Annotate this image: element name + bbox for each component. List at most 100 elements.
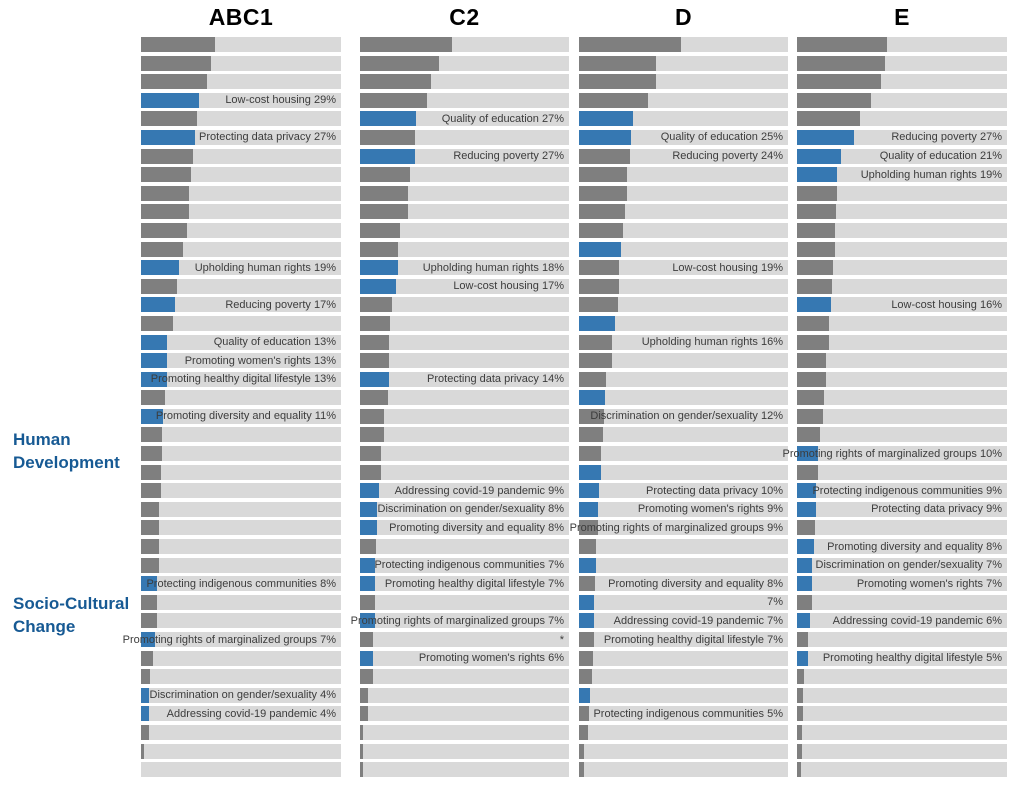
bar-row: Low-cost housing 19% (579, 260, 788, 276)
bar-row (141, 669, 341, 685)
bar (579, 278, 619, 294)
bar-row (579, 37, 788, 52)
bar-label: Discrimination on gender/sexuality 4% (149, 689, 336, 702)
bar-row (360, 353, 569, 369)
bar-row (360, 539, 569, 555)
bar (360, 557, 375, 573)
bar-row (579, 743, 788, 759)
bar-row (579, 446, 788, 462)
bar-label: Upholding human rights 16% (641, 336, 783, 348)
bar (797, 706, 804, 722)
bar-label: Promoting women's rights 7% (856, 577, 1002, 590)
bar-row: Promoting rights of marginalized groups … (570, 520, 788, 536)
bar-row (141, 483, 341, 499)
bar (579, 408, 605, 424)
bar (797, 37, 888, 52)
bar (797, 297, 831, 313)
bar-label: Promoting diversity and equality 8% (827, 540, 1002, 553)
bar-row (797, 464, 1007, 480)
bar (141, 446, 162, 462)
bar-row: Promoting healthy digital lifestyle 7% (579, 632, 788, 647)
bar (579, 92, 648, 108)
bar-row: Promoting diversity and equality 8% (579, 576, 788, 592)
bar-row (360, 74, 569, 90)
bar-label: Protecting indigenous communities 8% (146, 577, 336, 590)
bar-row: Low-cost housing 29% (141, 92, 341, 108)
bar-row: Upholding human rights 18% (360, 260, 569, 276)
bar-row (141, 724, 341, 740)
bar (141, 148, 193, 164)
bar (360, 613, 375, 629)
bar (797, 204, 836, 220)
bar-label: Addressing covid-19 pandemic 9% (394, 484, 564, 497)
bar (141, 706, 149, 722)
bar-row: Promoting diversity and equality 8% (360, 520, 569, 536)
bar-row: Protecting indigenous communities 7% (360, 557, 569, 573)
bar-row (360, 446, 569, 462)
bar (579, 260, 619, 276)
bar (141, 353, 167, 369)
bar (797, 241, 835, 257)
bar (141, 594, 157, 610)
bar (360, 129, 416, 145)
bar-row (579, 687, 788, 703)
bar-row (797, 594, 1007, 610)
bar (797, 129, 854, 145)
bar (579, 353, 613, 369)
bar (579, 687, 591, 703)
bar-row: Protecting indigenous communities 8% (141, 576, 341, 592)
bar (579, 557, 596, 573)
bar-row (141, 222, 341, 238)
bar (797, 74, 881, 90)
bar-row (797, 55, 1007, 71)
bar-row: Protecting indigenous communities 9% (797, 483, 1007, 499)
bar-label: Quality of education 13% (213, 336, 336, 348)
bar (797, 632, 808, 647)
bar (360, 390, 389, 406)
bar-row: Promoting healthy digital lifestyle 13% (141, 371, 341, 387)
bar (579, 334, 613, 350)
bar-row: 7% (579, 594, 788, 610)
chart-panel-abc1: ABC1 Low-cost housing 29% Protecting dat… (123, 0, 341, 795)
bar (360, 55, 440, 71)
bar (360, 185, 409, 201)
bar (797, 427, 821, 443)
bar-label: Low-cost housing 17% (453, 280, 564, 293)
bar-row (360, 594, 569, 610)
bar (579, 241, 621, 257)
bar-row (797, 260, 1007, 276)
bar-label: Reducing poverty 27% (453, 150, 564, 163)
bar-row: Promoting healthy digital lifestyle 5% (797, 650, 1007, 666)
bar (141, 204, 189, 220)
bar (360, 724, 364, 740)
bar-row (797, 241, 1007, 257)
bar (141, 520, 159, 536)
bar-row (360, 55, 569, 71)
bar (360, 687, 369, 703)
bar-label: Promoting rights of marginalized groups … (122, 633, 336, 646)
bar-row (141, 520, 341, 536)
bar (141, 92, 199, 108)
bar (579, 371, 607, 387)
bar-label: Quality of education 25% (660, 131, 783, 144)
bar (797, 520, 815, 536)
bar (579, 464, 601, 480)
bar-row (141, 650, 341, 666)
bar-row (141, 37, 341, 52)
bar-row (141, 464, 341, 480)
bar-row: Protecting data privacy 9% (797, 501, 1007, 517)
bar (360, 74, 432, 90)
bar-row (579, 204, 788, 220)
bar-row (579, 539, 788, 555)
bar-row (360, 185, 569, 201)
bar-label: Promoting diversity and equality 8% (608, 577, 783, 590)
bar-row (360, 334, 569, 350)
bar-row (797, 632, 1007, 647)
bar (797, 148, 842, 164)
bar-label: Promoting women's rights 6% (418, 652, 564, 665)
bar-row (579, 464, 788, 480)
bar-row: Promoting women's rights 7% (797, 576, 1007, 592)
bar-row (579, 724, 788, 740)
bar (797, 669, 805, 685)
bar-label: Upholding human rights 19% (860, 168, 1002, 181)
